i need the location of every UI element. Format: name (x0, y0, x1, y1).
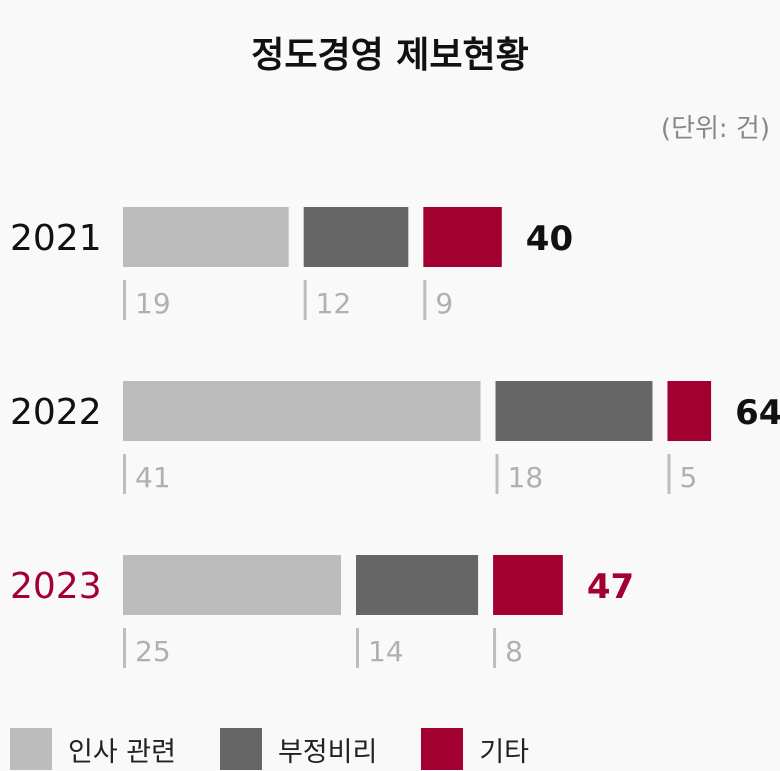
category-label-2023: 2023 (10, 566, 102, 607)
bar-hr-2022 (123, 381, 481, 441)
legend-item-hr: 인사 관련 (10, 728, 176, 770)
value-tick-other-2023 (493, 628, 497, 668)
value-label-hr-2023: 25 (135, 635, 171, 668)
value-tick-other-2022 (667, 454, 671, 494)
bar-misconduct-2023 (356, 555, 479, 615)
unit-label: (단위: 건) (660, 114, 770, 144)
value-tick-hr-2022 (123, 454, 126, 494)
value-label-other-2022: 5 (679, 461, 697, 494)
legend-label-hr: 인사 관련 (68, 736, 176, 768)
bar-hr-2021 (123, 207, 289, 267)
value-tick-hr-2021 (123, 280, 126, 320)
bar-other-2022 (667, 381, 712, 441)
bar-hr-2023 (123, 555, 341, 615)
value-label-other-2021: 9 (435, 287, 453, 320)
value-tick-misconduct-2022 (495, 454, 499, 494)
total-label-2022: 64 (735, 393, 780, 433)
legend-label-misconduct: 부정비리 (277, 736, 378, 768)
bar-misconduct-2021 (303, 207, 409, 267)
legend-item-other: 기타 (421, 728, 529, 770)
value-label-misconduct-2021: 12 (316, 287, 352, 320)
value-label-other-2023: 8 (505, 635, 523, 668)
legend-swatch-hr (10, 728, 52, 770)
value-label-hr-2022: 41 (135, 461, 171, 494)
legend-label-other: 기타 (479, 736, 530, 768)
bar-chart: 2021 19 12 9 40 2022 41 18 5 64 2023 25 14 8 47 (10, 207, 780, 668)
bar-other-2023 (493, 555, 563, 615)
value-label-misconduct-2022: 18 (508, 461, 544, 494)
total-label-2023: 47 (587, 567, 634, 607)
value-label-hr-2021: 19 (135, 287, 171, 320)
total-label-2021: 40 (526, 219, 573, 259)
value-label-misconduct-2023: 14 (368, 635, 404, 668)
legend-item-misconduct: 부정비리 (219, 728, 378, 770)
value-tick-other-2021 (423, 280, 427, 320)
value-tick-misconduct-2023 (356, 628, 359, 668)
category-label-2022: 2022 (10, 392, 102, 433)
value-tick-misconduct-2021 (303, 280, 307, 320)
legend-swatch-misconduct (219, 728, 262, 770)
value-tick-hr-2023 (123, 628, 126, 668)
legend-swatch-other (421, 728, 464, 770)
legend: 인사 관련 부정비리 기타 (10, 727, 573, 771)
category-label-2021: 2021 (10, 218, 102, 259)
bar-misconduct-2022 (495, 381, 653, 441)
bar-other-2021 (423, 207, 502, 267)
chart-title: 정도경영 제보현황 (251, 35, 529, 76)
